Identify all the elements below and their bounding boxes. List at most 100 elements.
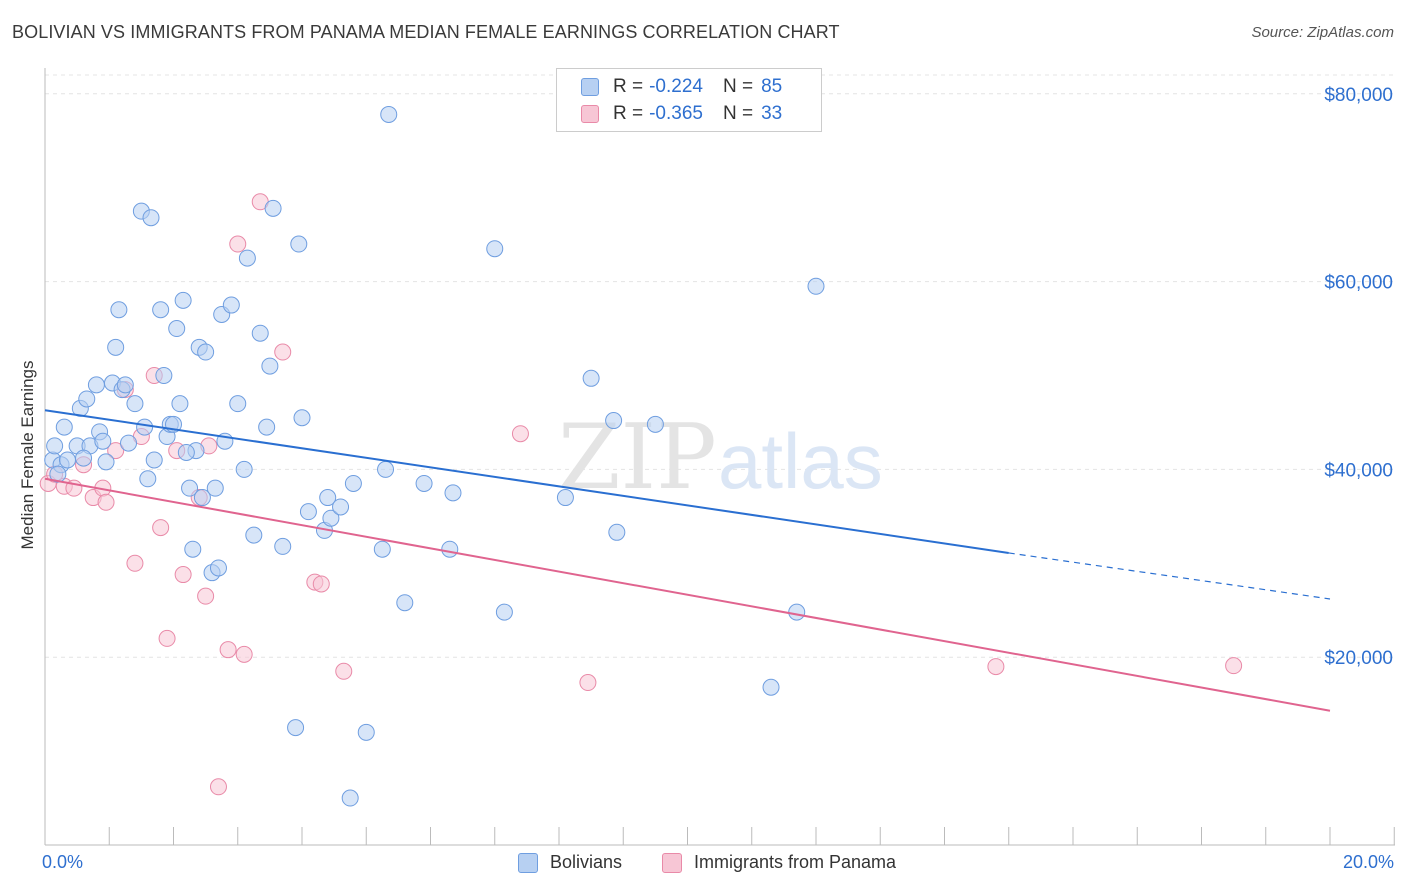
panama-point — [107, 442, 125, 460]
legend-item-bolivians[interactable]: Bolivians — [518, 852, 622, 873]
panama-point — [197, 587, 215, 605]
bolivian-point — [193, 489, 211, 507]
bolivian-point — [646, 415, 664, 433]
watermark: ZIP atlas — [558, 405, 883, 510]
y-tick-label: $40,000 — [1324, 460, 1393, 481]
bolivian-point — [110, 301, 128, 319]
chart-title: BOLIVIAN VS IMMIGRANTS FROM PANAMA MEDIA… — [12, 22, 840, 42]
panama-points — [39, 193, 1243, 796]
bolivian-point — [299, 503, 317, 521]
axes — [44, 68, 1395, 846]
bolivian-point — [238, 249, 256, 267]
bolivian-point — [171, 395, 189, 413]
bolivian-point — [605, 412, 623, 430]
panama-point — [97, 493, 115, 511]
bolivian-point — [181, 479, 199, 497]
y-tick-label: $20,000 — [1324, 648, 1393, 669]
bolivian-point — [58, 451, 76, 469]
bolivian-point — [261, 357, 279, 375]
panama-point — [174, 566, 192, 584]
panama-point — [335, 662, 353, 680]
bolivian-point — [136, 418, 154, 436]
r-value: -0.224 — [649, 76, 703, 97]
panama-point — [511, 425, 529, 443]
bolivian-point — [258, 418, 276, 436]
bolivian-point — [319, 489, 337, 507]
x-tick-label-min: 0.0% — [42, 852, 84, 872]
bolivian-point — [373, 540, 391, 558]
bolivian-point — [762, 678, 780, 696]
bolivian-point — [55, 418, 73, 436]
legend-label: Bolivians — [550, 852, 623, 872]
bolivian-point — [46, 437, 64, 455]
y-tick-label: $60,000 — [1324, 273, 1393, 294]
watermark-atlas: atlas — [718, 417, 883, 505]
y-tick-labels: $20,000 $40,000 $60,000 $80,000 — [1324, 85, 1393, 669]
panama-point — [579, 674, 597, 692]
panama-point — [235, 645, 253, 663]
bolivians-trendline — [44, 409, 1009, 554]
panama-trendline — [44, 477, 1331, 712]
bolivian-point — [274, 537, 292, 555]
bolivian-point — [197, 343, 215, 361]
bolivian-point — [75, 449, 93, 467]
r-label: R = — [613, 76, 644, 97]
bolivian-point — [322, 509, 340, 527]
r-value: -0.365 — [649, 103, 703, 124]
series-legend: Bolivians Immigrants from Panama — [0, 852, 1406, 876]
panama-point — [312, 575, 330, 593]
bolivian-point — [97, 453, 115, 471]
bolivian-point — [78, 390, 96, 408]
bolivian-points — [44, 105, 825, 807]
n-value: 33 — [761, 103, 783, 124]
bolivian-point — [582, 369, 600, 387]
bolivian-point — [155, 366, 173, 384]
legend-swatch-pink — [662, 852, 682, 873]
panama-point — [1225, 657, 1243, 675]
bolivian-point — [293, 409, 311, 427]
bolivian-point — [168, 320, 186, 338]
bolivian-point — [126, 395, 144, 413]
bolivian-point — [396, 594, 414, 612]
bolivian-point — [152, 301, 170, 319]
bolivian-point — [495, 603, 513, 621]
bolivian-point — [235, 460, 253, 478]
bolivian-point — [608, 523, 626, 541]
bolivian-point — [245, 526, 263, 544]
r-label: R = — [613, 103, 644, 124]
y-tick-label: $80,000 — [1324, 85, 1393, 106]
panama-point — [229, 235, 247, 253]
n-label: N = — [722, 76, 754, 97]
bolivian-point — [174, 291, 192, 309]
source-label: Source: ZipAtlas.com — [1251, 24, 1394, 41]
bolivian-point — [251, 324, 269, 342]
panama-point — [152, 519, 170, 537]
n-label: N = — [722, 103, 754, 124]
n-value: 85 — [761, 76, 783, 97]
watermark-zip: ZIP — [558, 405, 717, 510]
bolivian-point — [145, 451, 163, 469]
bolivian-point — [486, 240, 504, 258]
bolivian-point — [209, 559, 227, 577]
bolivian-point — [807, 277, 825, 295]
bolivian-point — [415, 474, 433, 492]
bolivians-trendline-extension — [1008, 552, 1331, 600]
bolivian-point — [344, 474, 362, 492]
bolivian-point — [357, 723, 375, 741]
bolivian-point — [380, 105, 398, 123]
bolivian-point — [444, 484, 462, 502]
bolivian-point — [120, 434, 138, 452]
bolivian-point — [341, 789, 359, 807]
legend-item-panama[interactable]: Immigrants from Panama — [662, 852, 896, 873]
bolivian-point — [222, 296, 240, 314]
bolivian-point — [206, 479, 224, 497]
bolivian-point — [87, 376, 105, 394]
panama-point — [126, 554, 144, 572]
bolivian-point — [377, 460, 395, 478]
bolivian-point — [177, 443, 195, 461]
bolivian-point — [287, 719, 305, 737]
bolivian-point — [184, 540, 202, 558]
bolivian-point — [142, 209, 160, 227]
bolivian-point — [441, 540, 459, 558]
